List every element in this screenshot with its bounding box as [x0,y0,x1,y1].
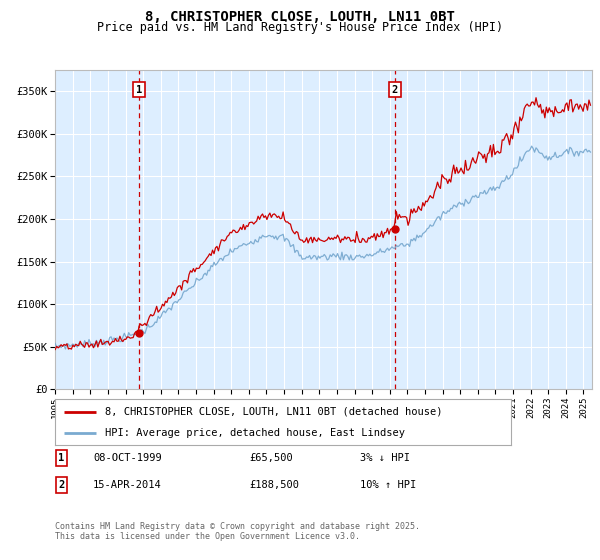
Text: 1: 1 [136,85,142,95]
Text: 2: 2 [58,480,64,490]
Text: £65,500: £65,500 [249,453,293,463]
Text: 08-OCT-1999: 08-OCT-1999 [93,453,162,463]
Text: Price paid vs. HM Land Registry's House Price Index (HPI): Price paid vs. HM Land Registry's House … [97,21,503,34]
Text: 8, CHRISTOPHER CLOSE, LOUTH, LN11 0BT (detached house): 8, CHRISTOPHER CLOSE, LOUTH, LN11 0BT (d… [106,407,443,417]
Text: 1: 1 [58,453,64,463]
Text: Contains HM Land Registry data © Crown copyright and database right 2025.
This d: Contains HM Land Registry data © Crown c… [55,522,420,542]
Text: 3% ↓ HPI: 3% ↓ HPI [360,453,410,463]
Text: 2: 2 [392,85,398,95]
Text: HPI: Average price, detached house, East Lindsey: HPI: Average price, detached house, East… [106,428,406,438]
Text: £188,500: £188,500 [249,480,299,490]
Text: 10% ↑ HPI: 10% ↑ HPI [360,480,416,490]
Text: 15-APR-2014: 15-APR-2014 [93,480,162,490]
Text: 8, CHRISTOPHER CLOSE, LOUTH, LN11 0BT: 8, CHRISTOPHER CLOSE, LOUTH, LN11 0BT [145,10,455,24]
